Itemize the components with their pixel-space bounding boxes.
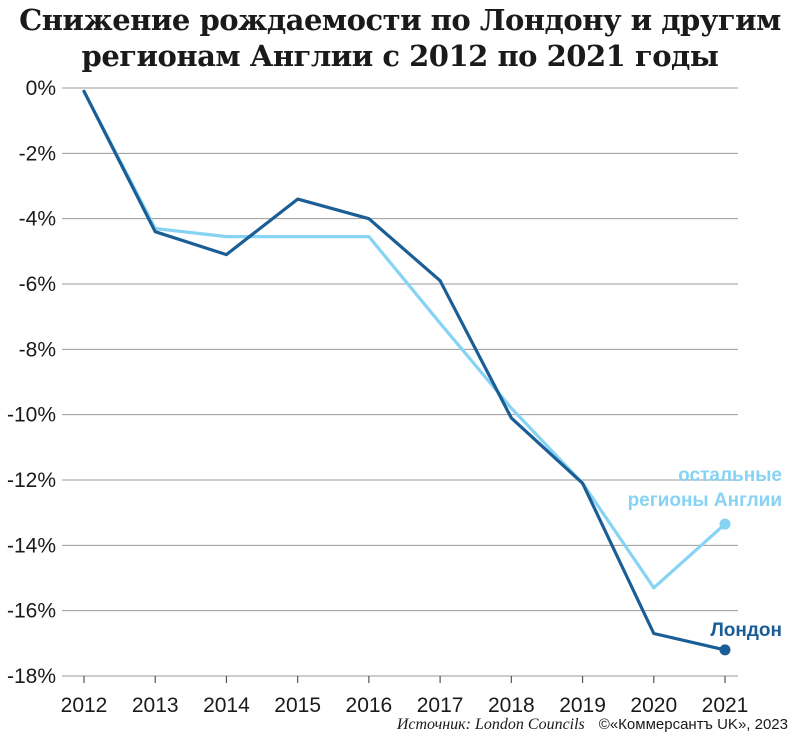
copyright-note: ©«Коммерсантъ UK», 2023 xyxy=(598,716,788,733)
x-tick-label: 2012 xyxy=(61,694,108,717)
endpoint-marker-rest-of-england xyxy=(719,518,731,530)
y-tick-label: -4% xyxy=(19,208,56,231)
y-tick-label: -10% xyxy=(7,404,56,427)
series-line-rest-of-england xyxy=(82,89,727,590)
x-tick-label: 2018 xyxy=(488,694,535,717)
x-tick-label: 2020 xyxy=(630,694,677,717)
y-tick-label: -6% xyxy=(19,273,56,296)
y-tick-label: -18% xyxy=(7,665,56,688)
source-note: Источник: London Councils xyxy=(396,716,585,733)
y-tick-label: -16% xyxy=(7,600,56,623)
x-tick-label: 2019 xyxy=(559,694,606,717)
series-label-london: Лондон xyxy=(710,620,782,641)
y-tick-label: -2% xyxy=(19,142,56,165)
x-tick-label: 2021 xyxy=(702,694,749,717)
x-tick-label: 2013 xyxy=(132,694,179,717)
y-axis-ticks: 0% -2% -4% -6% -8% -10% -12% -14% -16% -18% xyxy=(7,77,56,688)
x-tick-label: 2016 xyxy=(346,694,393,717)
y-tick-label: -8% xyxy=(19,338,56,361)
gridlines xyxy=(62,87,738,677)
x-tick-label: 2015 xyxy=(274,694,321,717)
series-line-london xyxy=(82,89,727,652)
y-tick-label: 0% xyxy=(26,77,56,100)
series-lines xyxy=(82,89,731,656)
series-label-rest-line2: регионы Англии xyxy=(628,490,782,511)
x-tick-label: 2014 xyxy=(203,694,250,717)
series-labels: остальные регионы Англии Лондон xyxy=(628,465,782,641)
y-tick-label: -14% xyxy=(7,534,56,557)
x-tick-label: 2017 xyxy=(417,694,464,717)
y-tick-label: -12% xyxy=(7,469,56,492)
x-axis-ticks: 2012 2013 2014 2015 2016 2017 2018 2019 2020 2021 xyxy=(61,676,749,717)
endpoint-marker-london xyxy=(719,644,731,656)
series-label-rest-line1: остальные xyxy=(678,465,782,486)
chart-title: Снижение рождаемости по Лондону и другим… xyxy=(19,3,781,73)
footer: Источник: London Councils ©«Коммерсантъ … xyxy=(397,716,788,734)
